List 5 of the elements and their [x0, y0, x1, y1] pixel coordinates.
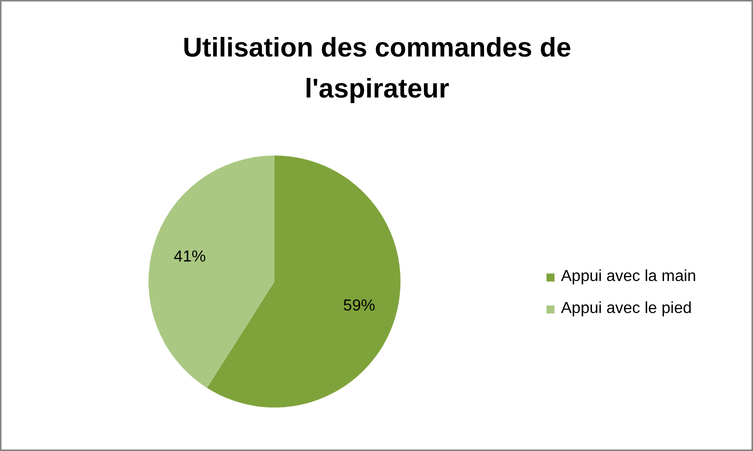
- chart-title: Utilisation des commandes de l'aspirateur: [182, 32, 572, 104]
- data-label: 59%: [343, 298, 376, 315]
- data-label: 41%: [174, 248, 206, 266]
- legend-label: Appui avec le pied: [561, 300, 692, 318]
- legend-label: Appui avec la main: [561, 268, 696, 286]
